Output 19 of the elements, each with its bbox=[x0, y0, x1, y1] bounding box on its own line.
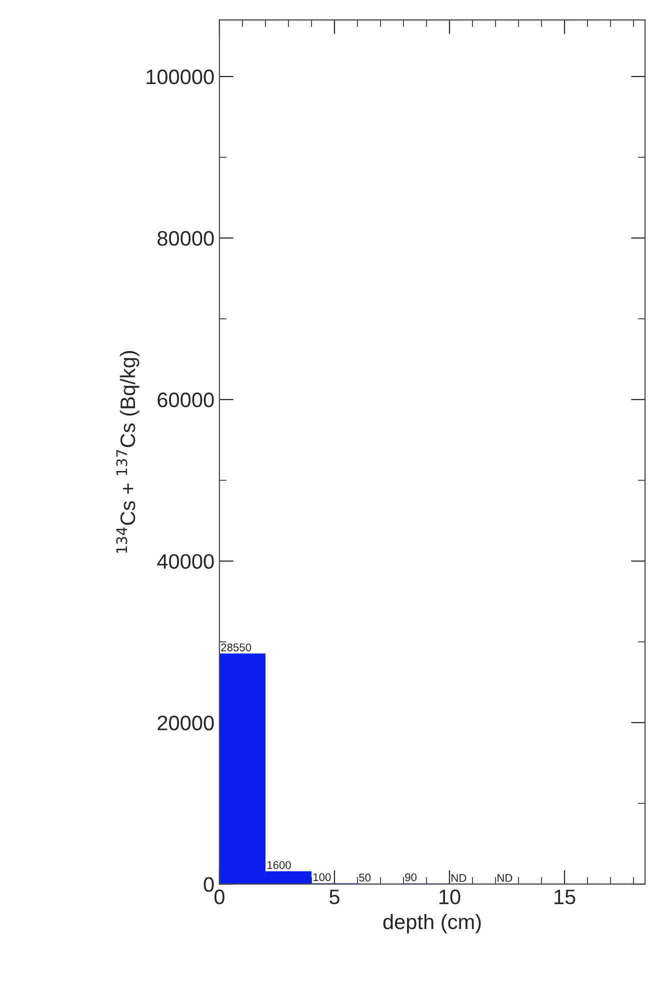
data-label: 1600 bbox=[267, 861, 291, 869]
data-label: 90 bbox=[405, 873, 417, 882]
y-axis-title: $^{134}$Cs + $^{137}$Cs (Bq/kg) bbox=[116, 351, 140, 553]
y-tick-label: 60000 bbox=[158, 392, 214, 408]
x-tick-label: 5 bbox=[330, 890, 340, 904]
data-label: 100 bbox=[313, 873, 331, 882]
y-tick-label: 80000 bbox=[158, 231, 214, 246]
x-tick-label: 15 bbox=[554, 890, 576, 904]
data-label: 28550 bbox=[221, 643, 252, 652]
data-label: 50 bbox=[359, 874, 371, 882]
y-tick-label: 20000 bbox=[158, 716, 214, 730]
y-tick-label: 0 bbox=[204, 877, 214, 892]
x-tick-label: 10 bbox=[440, 890, 460, 904]
x-tick-label: 0 bbox=[214, 890, 224, 904]
y-tick-label: 40000 bbox=[157, 554, 214, 569]
y-tick-label: 100000 bbox=[146, 70, 214, 84]
text: ND bbox=[498, 874, 512, 882]
text: ND bbox=[452, 874, 466, 882]
x-axis-title: depth (cm) bbox=[383, 914, 481, 934]
